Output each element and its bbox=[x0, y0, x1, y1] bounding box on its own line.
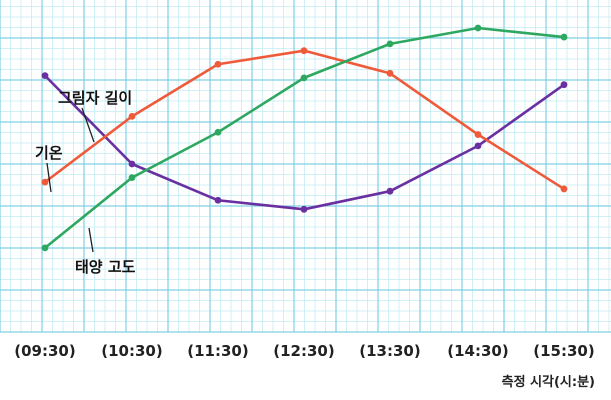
data-point bbox=[386, 40, 394, 48]
data-point bbox=[41, 72, 49, 79]
data-point bbox=[128, 160, 136, 168]
data-point bbox=[560, 81, 568, 89]
data-point bbox=[560, 185, 568, 193]
data-point bbox=[41, 244, 49, 252]
x-tick-label: (14:30) bbox=[447, 342, 508, 360]
data-point bbox=[560, 33, 568, 41]
x-tick-label: (13:30) bbox=[359, 342, 420, 360]
data-point bbox=[474, 24, 482, 32]
data-point bbox=[214, 196, 222, 204]
series-layer bbox=[41, 24, 568, 252]
leader-line bbox=[88, 227, 94, 253]
data-point bbox=[474, 131, 482, 138]
series-labels: 그림자 길이 기온 태양 고도 bbox=[35, 89, 136, 276]
x-tick-label: (09:30) bbox=[14, 342, 75, 360]
leader-line bbox=[81, 107, 95, 143]
data-point bbox=[128, 174, 136, 182]
x-tick-label: (15:30) bbox=[533, 342, 594, 360]
series-label-sun-altitude: 태양 고도 bbox=[75, 258, 136, 276]
x-tick-label: (11:30) bbox=[187, 342, 248, 360]
x-axis-ticks: (09:30) (10:30) (11:30) (12:30) (13:30) (14:3… bbox=[14, 342, 594, 360]
data-point bbox=[474, 142, 482, 150]
data-point bbox=[300, 205, 308, 213]
series-leader-lines bbox=[46, 107, 95, 253]
data-point bbox=[386, 69, 394, 77]
data-point bbox=[214, 128, 222, 136]
x-tick-label: (12:30) bbox=[273, 342, 334, 360]
leader-line bbox=[46, 162, 52, 193]
data-point bbox=[300, 47, 308, 55]
x-axis-title: 측정 시각(시:분) bbox=[502, 374, 595, 390]
data-point bbox=[386, 187, 394, 195]
data-point bbox=[128, 113, 136, 120]
data-point bbox=[41, 178, 49, 186]
data-point bbox=[300, 74, 308, 82]
data-point bbox=[214, 60, 222, 68]
series-label-shadow-length: 그림자 길이 bbox=[58, 89, 132, 107]
x-tick-label: (10:30) bbox=[101, 342, 162, 360]
series-label-temperature: 기온 bbox=[35, 144, 63, 162]
